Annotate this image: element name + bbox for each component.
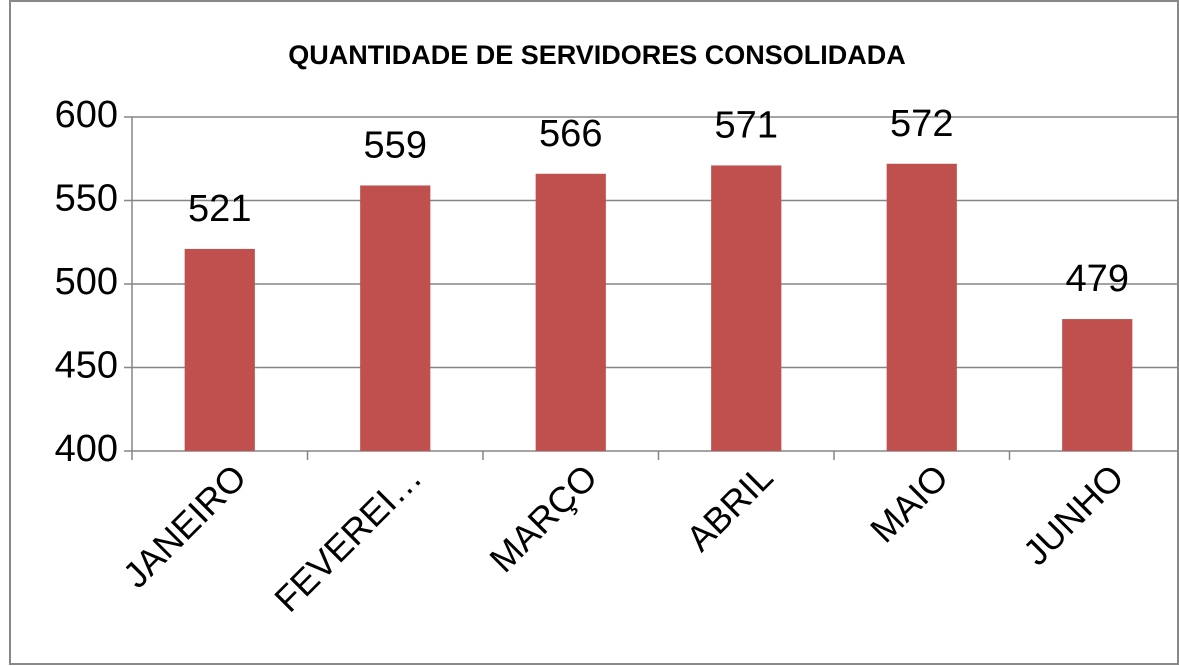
y-tick-label: 400 — [55, 428, 118, 470]
y-tick-label: 450 — [55, 345, 118, 387]
y-tick-label: 600 — [55, 94, 118, 136]
bar — [1062, 319, 1133, 451]
bar — [184, 248, 255, 451]
data-label: 566 — [539, 113, 602, 155]
y-tick-label: 500 — [55, 261, 118, 303]
y-tick-label: 550 — [55, 178, 118, 220]
data-label: 571 — [715, 104, 778, 146]
bar — [535, 173, 606, 451]
bar — [711, 165, 782, 451]
data-label: 572 — [890, 103, 953, 145]
data-label: 521 — [188, 188, 251, 230]
data-label: 559 — [364, 125, 427, 167]
chart-title: QUANTIDADE DE SERVIDORES CONSOLIDADA — [288, 40, 906, 70]
bar — [886, 163, 957, 451]
bar — [360, 185, 431, 451]
data-label: 479 — [1066, 258, 1129, 300]
